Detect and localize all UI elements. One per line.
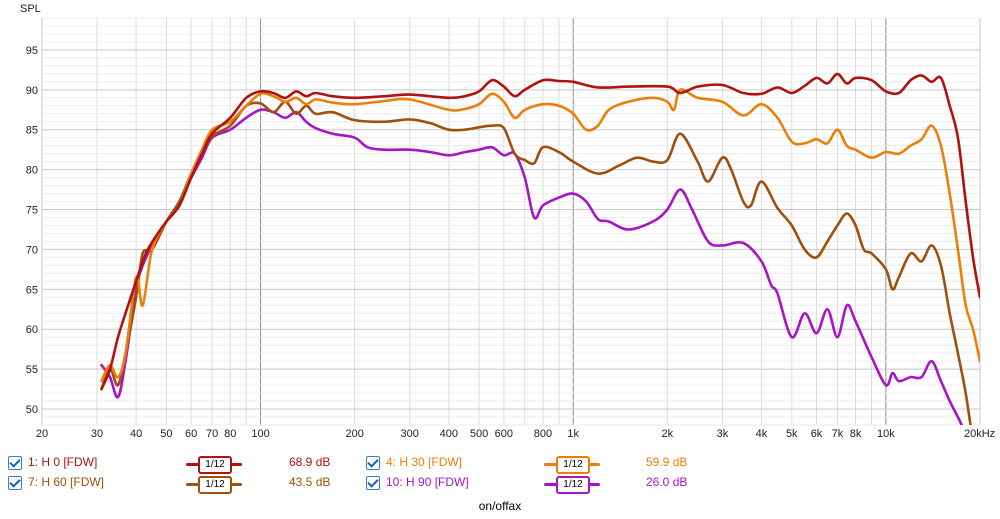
x-tick-label: 2k bbox=[662, 428, 674, 440]
legend-entry-h60[interactable]: 7: H 60 [FDW] 1/12 43.5 dB bbox=[8, 473, 348, 494]
smoothing-value: 1/12 bbox=[198, 476, 232, 494]
smoothing-value: 1/12 bbox=[556, 476, 590, 494]
x-tick-label: 100 bbox=[251, 428, 269, 440]
x-tick-label: 600 bbox=[495, 428, 513, 440]
legend-label: 10: H 90 [FDW] bbox=[386, 475, 469, 489]
y-tick-label: 50 bbox=[26, 404, 38, 416]
x-tick-label: 1k bbox=[567, 428, 579, 440]
x-tick-label: 20kHz bbox=[964, 428, 995, 440]
series-line-4-h-30 bbox=[100, 88, 980, 383]
x-tick-label: 7k bbox=[832, 428, 844, 440]
x-tick-label: 400 bbox=[440, 428, 458, 440]
smoothing-indicator[interactable]: 1/12 bbox=[186, 476, 242, 494]
x-tick-label: 30 bbox=[91, 428, 103, 440]
x-tick-label: 8k bbox=[850, 428, 862, 440]
x-tick-label: 40 bbox=[130, 428, 142, 440]
x-tick-label: 4k bbox=[756, 428, 768, 440]
level-value: 26.0 dB bbox=[646, 475, 688, 489]
x-tick-label: 500 bbox=[470, 428, 488, 440]
legend: 1: H 0 [FDW] 1/12 68.9 dB 7: H 60 [FDW] … bbox=[0, 448, 1000, 494]
smoothing-indicator[interactable]: 1/12 bbox=[186, 456, 242, 474]
x-tick-label: 5k bbox=[786, 428, 798, 440]
y-tick-label: 65 bbox=[26, 284, 38, 296]
y-tick-label: 75 bbox=[26, 205, 38, 217]
plot-area bbox=[41, 17, 981, 426]
y-tick-label: 90 bbox=[26, 85, 38, 97]
series-line-1-h-0 bbox=[100, 72, 980, 391]
legend-entry-h90[interactable]: 10: H 90 [FDW] 1/12 26.0 dB bbox=[366, 473, 706, 494]
x-tick-label: 6k bbox=[811, 428, 823, 440]
level-value: 68.9 dB bbox=[289, 455, 331, 469]
smoothing-value: 1/12 bbox=[198, 456, 232, 474]
x-tick-label: 20 bbox=[36, 428, 48, 440]
x-tick-label: 60 bbox=[185, 428, 197, 440]
chart-footer-label: on/offax bbox=[478, 499, 522, 513]
legend-entry-h30[interactable]: 4: H 30 [FDW] 1/12 59.9 dB bbox=[366, 453, 706, 474]
x-tick-label: 70 bbox=[206, 428, 218, 440]
x-tick-label: 800 bbox=[534, 428, 552, 440]
y-axis-label: SPL bbox=[20, 3, 41, 15]
y-tick-label: 80 bbox=[26, 165, 38, 177]
y-tick-label: 55 bbox=[26, 364, 38, 376]
smoothing-value: 1/12 bbox=[556, 456, 590, 474]
frequency-response-chart: 50 55 60 65 70 75 80 85 90 95 20 30 40 50 60 70 80 100 200… bbox=[20, 3, 995, 440]
series-line-7-h-60 bbox=[100, 100, 972, 425]
x-tick-label: 200 bbox=[345, 428, 363, 440]
x-tick-label: 50 bbox=[160, 428, 172, 440]
smoothing-indicator[interactable]: 1/12 bbox=[544, 456, 600, 474]
level-value: 59.9 dB bbox=[646, 455, 688, 469]
legend-entry-h0[interactable]: 1: H 0 [FDW] 1/12 68.9 dB bbox=[8, 453, 348, 474]
x-tick-label: 3k bbox=[717, 428, 729, 440]
x-tick-label: 80 bbox=[224, 428, 236, 440]
y-tick-label: 70 bbox=[26, 244, 38, 256]
checkbox-h60[interactable] bbox=[8, 476, 22, 490]
x-tick-label: 300 bbox=[401, 428, 419, 440]
smoothing-indicator[interactable]: 1/12 bbox=[544, 476, 600, 494]
y-tick-label: 85 bbox=[26, 125, 38, 137]
level-value: 43.5 dB bbox=[289, 475, 331, 489]
y-tick-label: 95 bbox=[26, 45, 38, 57]
checkbox-h30[interactable] bbox=[366, 456, 380, 470]
x-tick-label: 10k bbox=[877, 428, 895, 440]
checkbox-h0[interactable] bbox=[8, 456, 22, 470]
series-line-10-h-90 bbox=[100, 108, 964, 425]
checkbox-h90[interactable] bbox=[366, 476, 380, 490]
legend-label: 7: H 60 [FDW] bbox=[28, 475, 105, 489]
legend-label: 1: H 0 [FDW] bbox=[28, 455, 98, 469]
y-tick-label: 60 bbox=[26, 324, 38, 336]
legend-label: 4: H 30 [FDW] bbox=[386, 455, 463, 469]
